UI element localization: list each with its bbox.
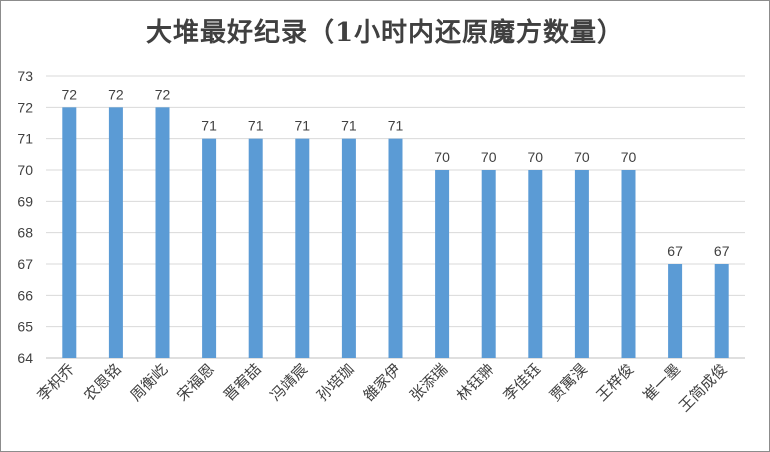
data-label: 72 bbox=[108, 86, 124, 102]
bar bbox=[202, 138, 217, 358]
x-category-label: 宋福恩 bbox=[173, 360, 218, 405]
bar bbox=[481, 170, 496, 358]
y-tick-label: 68 bbox=[17, 225, 33, 241]
y-tick-label: 65 bbox=[17, 319, 33, 335]
y-tick-label: 67 bbox=[17, 256, 33, 272]
x-axis-categories: 李枳乔 农恩铭 周衡屹 宋福恩 晋宥喆 冯靖宸 孙培珈 雒家伊 张添瑞 林钰翀 李佳钰 贾寓淏 王梓俊崔… bbox=[34, 360, 731, 415]
data-label: 71 bbox=[201, 118, 217, 134]
data-label: 71 bbox=[248, 118, 264, 134]
y-tick-label: 66 bbox=[17, 287, 33, 303]
data-label: 67 bbox=[714, 243, 730, 259]
bar bbox=[388, 138, 403, 358]
bar bbox=[248, 138, 263, 358]
x-category-label: 周衡屹 bbox=[127, 360, 172, 405]
x-category-label: 晋宥喆 bbox=[220, 360, 265, 405]
bar bbox=[714, 264, 729, 358]
bar bbox=[155, 107, 170, 358]
x-category-label: 贾寓淏 bbox=[546, 360, 591, 405]
data-labels: 72 72 72 71 71 71 71 71 70 70 70 70 70 67 67 bbox=[62, 86, 730, 259]
x-category-label: 崔一墨 bbox=[639, 360, 684, 405]
bar bbox=[528, 170, 543, 358]
y-tick-label: 72 bbox=[17, 99, 33, 115]
x-category-label: 林钰翀 bbox=[453, 360, 498, 405]
data-label: 70 bbox=[434, 149, 450, 165]
x-category-label: 王梓俊 bbox=[593, 360, 638, 405]
y-tick-label: 73 bbox=[17, 68, 33, 84]
y-tick-label: 71 bbox=[17, 131, 33, 147]
bar bbox=[435, 170, 450, 358]
bar bbox=[295, 138, 310, 358]
bar bbox=[62, 107, 77, 358]
x-category-label: 雒家伊 bbox=[360, 360, 405, 405]
bar bbox=[668, 264, 683, 358]
data-label: 72 bbox=[62, 86, 78, 102]
x-category-label: 冯靖宸 bbox=[267, 360, 312, 405]
data-label: 71 bbox=[295, 118, 311, 134]
bar bbox=[621, 170, 636, 358]
x-category-label: 王简成俊 bbox=[675, 360, 730, 415]
chart-title: 大堆最好纪录（1小时内还原魔方数量） bbox=[145, 18, 625, 48]
data-label: 70 bbox=[621, 149, 637, 165]
data-label: 70 bbox=[574, 149, 590, 165]
data-label: 70 bbox=[481, 149, 497, 165]
y-tick-label: 70 bbox=[17, 162, 33, 178]
x-category-label: 孙培珈 bbox=[313, 360, 358, 405]
y-tick-label: 69 bbox=[17, 193, 33, 209]
bars bbox=[62, 107, 729, 358]
x-category-label: 李佳钰 bbox=[500, 360, 545, 405]
y-axis-ticks: 64 65 66 67 68 69 70 71 72 73 bbox=[17, 68, 33, 366]
data-label: 70 bbox=[528, 149, 544, 165]
x-category-label: 李枳乔 bbox=[34, 360, 79, 405]
data-label: 71 bbox=[388, 118, 404, 134]
data-label: 71 bbox=[341, 118, 357, 134]
data-label: 67 bbox=[667, 243, 683, 259]
x-category-label: 农恩铭 bbox=[80, 360, 125, 405]
data-label: 72 bbox=[155, 86, 171, 102]
bar bbox=[341, 138, 356, 358]
x-category-label: 张添瑞 bbox=[406, 360, 451, 405]
bar bbox=[108, 107, 123, 358]
y-tick-label: 64 bbox=[17, 350, 33, 366]
bar bbox=[574, 170, 589, 358]
